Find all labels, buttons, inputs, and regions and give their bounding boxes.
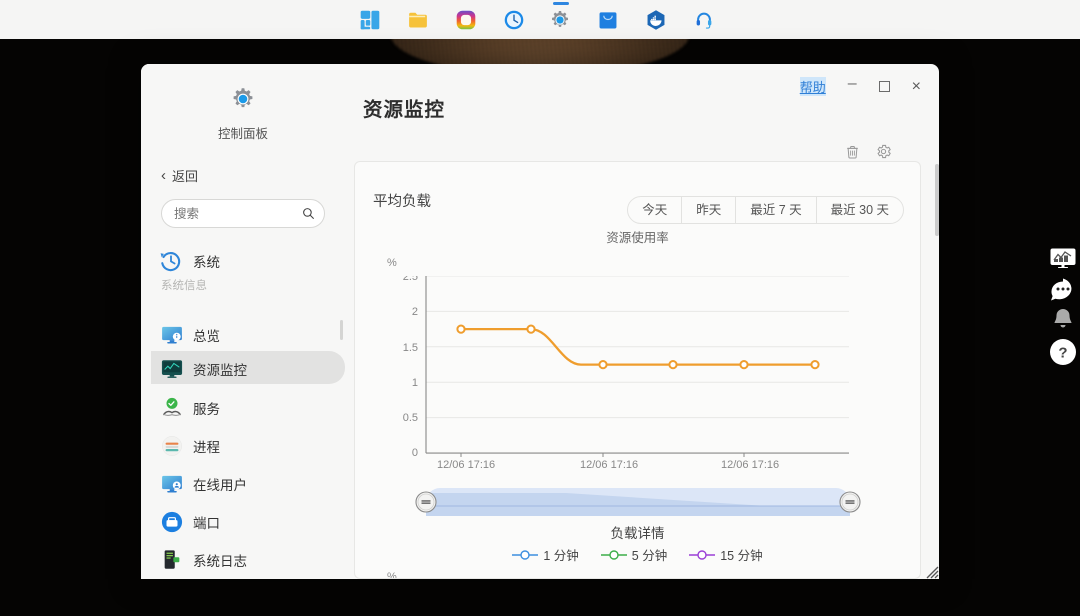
- svg-text:0: 0: [412, 447, 418, 459]
- svg-text:2.5: 2.5: [403, 276, 418, 283]
- svg-text:?: ?: [1058, 345, 1067, 362]
- svg-text:1.5: 1.5: [403, 342, 418, 354]
- svg-text:2: 2: [412, 306, 418, 318]
- svg-text:1: 1: [412, 377, 418, 389]
- svg-text:0.5: 0.5: [403, 412, 418, 424]
